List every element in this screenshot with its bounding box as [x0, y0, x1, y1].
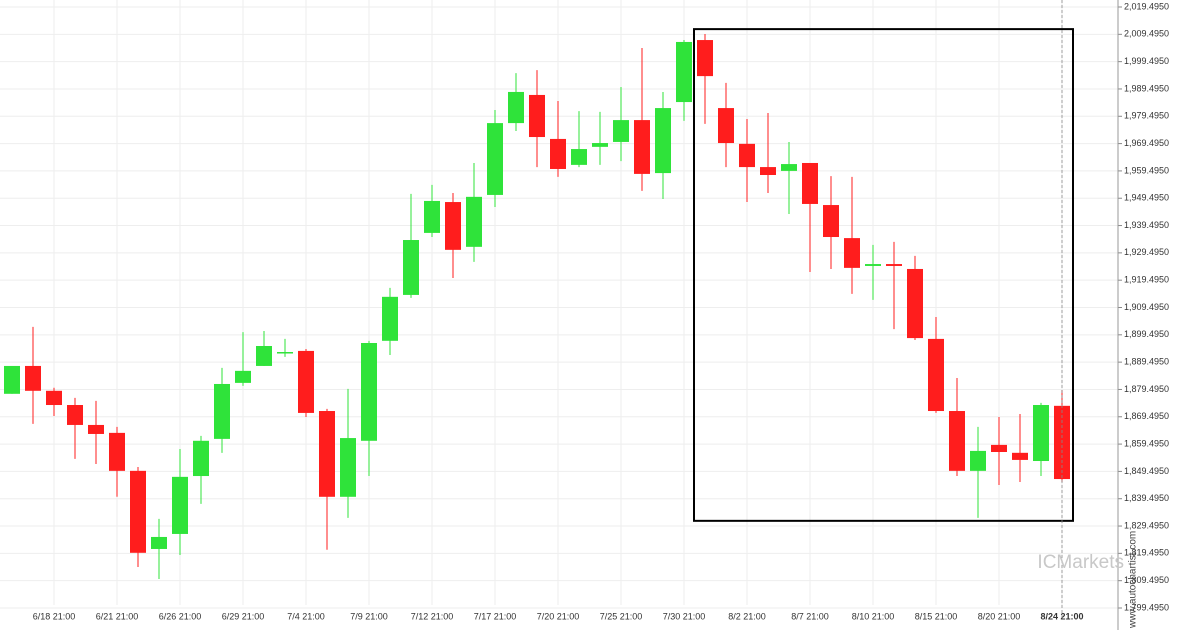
y-tick-label: 1,919.4950: [1124, 275, 1169, 285]
y-tick-label: 1,909.4950: [1124, 302, 1169, 312]
candle-body: [193, 440, 209, 477]
candle-body: [172, 476, 188, 534]
candle-body: [67, 405, 83, 425]
candle-body: [802, 162, 818, 204]
y-tick-label: 1,939.4950: [1124, 220, 1169, 230]
candle-body: [550, 138, 566, 169]
candle-body: [823, 205, 839, 238]
candle-body: [907, 268, 923, 339]
candle-body: [214, 383, 230, 439]
y-tick-label: 2,019.4950: [1124, 1, 1169, 11]
y-tick-label: 1,859.4950: [1124, 438, 1169, 448]
candle-body: [256, 346, 272, 366]
y-tick-label: 1,979.4950: [1124, 111, 1169, 121]
y-tick-label: 1,869.4950: [1124, 411, 1169, 421]
y-tick-label: 1,969.4950: [1124, 138, 1169, 148]
x-tick-label: 8/7 21:00: [791, 611, 829, 621]
y-tick-label: 2,009.4950: [1124, 29, 1169, 39]
y-tick-label: 1,809.4950: [1124, 575, 1169, 585]
x-tick-label: 8/15 21:00: [915, 611, 958, 621]
candle-body: [151, 536, 167, 549]
pattern-box: [693, 28, 1074, 522]
x-tick-label: 6/29 21:00: [222, 611, 265, 621]
candle-body: [760, 167, 776, 175]
candle-body: [781, 164, 797, 171]
candle-body: [718, 108, 734, 144]
x-tick-label: 7/4 21:00: [287, 611, 325, 621]
candle-body: [697, 40, 713, 77]
x-tick-label: 8/2 21:00: [728, 611, 766, 621]
x-tick-label: 6/21 21:00: [96, 611, 139, 621]
x-tick-label: 7/12 21:00: [411, 611, 454, 621]
candle-body: [235, 370, 251, 383]
y-tick-label: 1,829.4950: [1124, 520, 1169, 530]
candle-body: [466, 196, 482, 247]
candle-body: [361, 342, 377, 441]
candle-body: [529, 94, 545, 138]
x-tick-label: 7/9 21:00: [350, 611, 388, 621]
candle-body: [508, 91, 524, 124]
y-tick-label: 1,989.4950: [1124, 83, 1169, 93]
y-tick-label: 1,849.4950: [1124, 466, 1169, 476]
y-tick-label: 1,999.4950: [1124, 56, 1169, 66]
y-tick-label: 1,799.4950: [1124, 602, 1169, 612]
candle-body: [25, 365, 41, 391]
candle-body: [382, 296, 398, 341]
candle-body: [340, 438, 356, 497]
y-tick-label: 1,889.4950: [1124, 357, 1169, 367]
candle-body: [970, 450, 986, 471]
candle-body: [613, 120, 629, 142]
y-tick-label: 1,899.4950: [1124, 329, 1169, 339]
x-tick-label: 7/17 21:00: [474, 611, 517, 621]
x-tick-label: 7/20 21:00: [537, 611, 580, 621]
candle-body: [1012, 452, 1028, 460]
candle-body: [319, 411, 335, 497]
candle-body: [88, 424, 104, 434]
candle-body: [130, 470, 146, 553]
candle-body: [928, 338, 944, 412]
candle-body: [634, 120, 650, 174]
x-tick-label: 8/10 21:00: [852, 611, 895, 621]
x-tick-label: 7/30 21:00: [663, 611, 706, 621]
candle-body: [424, 200, 440, 233]
candle-body: [109, 432, 125, 471]
y-tick-label: 1,959.4950: [1124, 165, 1169, 175]
credit: www.autochartist.com: [1128, 531, 1139, 629]
x-tick-label: 6/18 21:00: [33, 611, 76, 621]
candle-body: [739, 143, 755, 168]
watermark: ICMarkets: [1037, 552, 1124, 573]
candle-body: [991, 444, 1007, 452]
candle-body: [4, 365, 20, 394]
candle-body: [445, 202, 461, 250]
candle-body: [592, 143, 608, 147]
y-tick-label: 1,929.4950: [1124, 247, 1169, 257]
x-tick-label: 7/25 21:00: [600, 611, 643, 621]
y-tick-label: 1,819.4950: [1124, 548, 1169, 558]
x-tick-label: 8/20 21:00: [978, 611, 1021, 621]
candle-body: [655, 108, 671, 174]
candle-body: [487, 123, 503, 195]
candle-body: [298, 350, 314, 413]
candle-body: [403, 240, 419, 295]
y-tick-label: 1,949.4950: [1124, 193, 1169, 203]
y-tick-label: 1,839.4950: [1124, 493, 1169, 503]
candle-body: [865, 264, 881, 266]
y-tick-label: 1,879.4950: [1124, 384, 1169, 394]
candle-body: [277, 352, 293, 354]
candle-body: [571, 149, 587, 165]
x-tick-label: 6/26 21:00: [159, 611, 202, 621]
candle-body: [1033, 405, 1049, 462]
candle-body: [949, 411, 965, 471]
candle-body: [676, 41, 692, 103]
candle-body: [886, 264, 902, 266]
candle-body: [844, 238, 860, 268]
candle-body: [46, 390, 62, 406]
